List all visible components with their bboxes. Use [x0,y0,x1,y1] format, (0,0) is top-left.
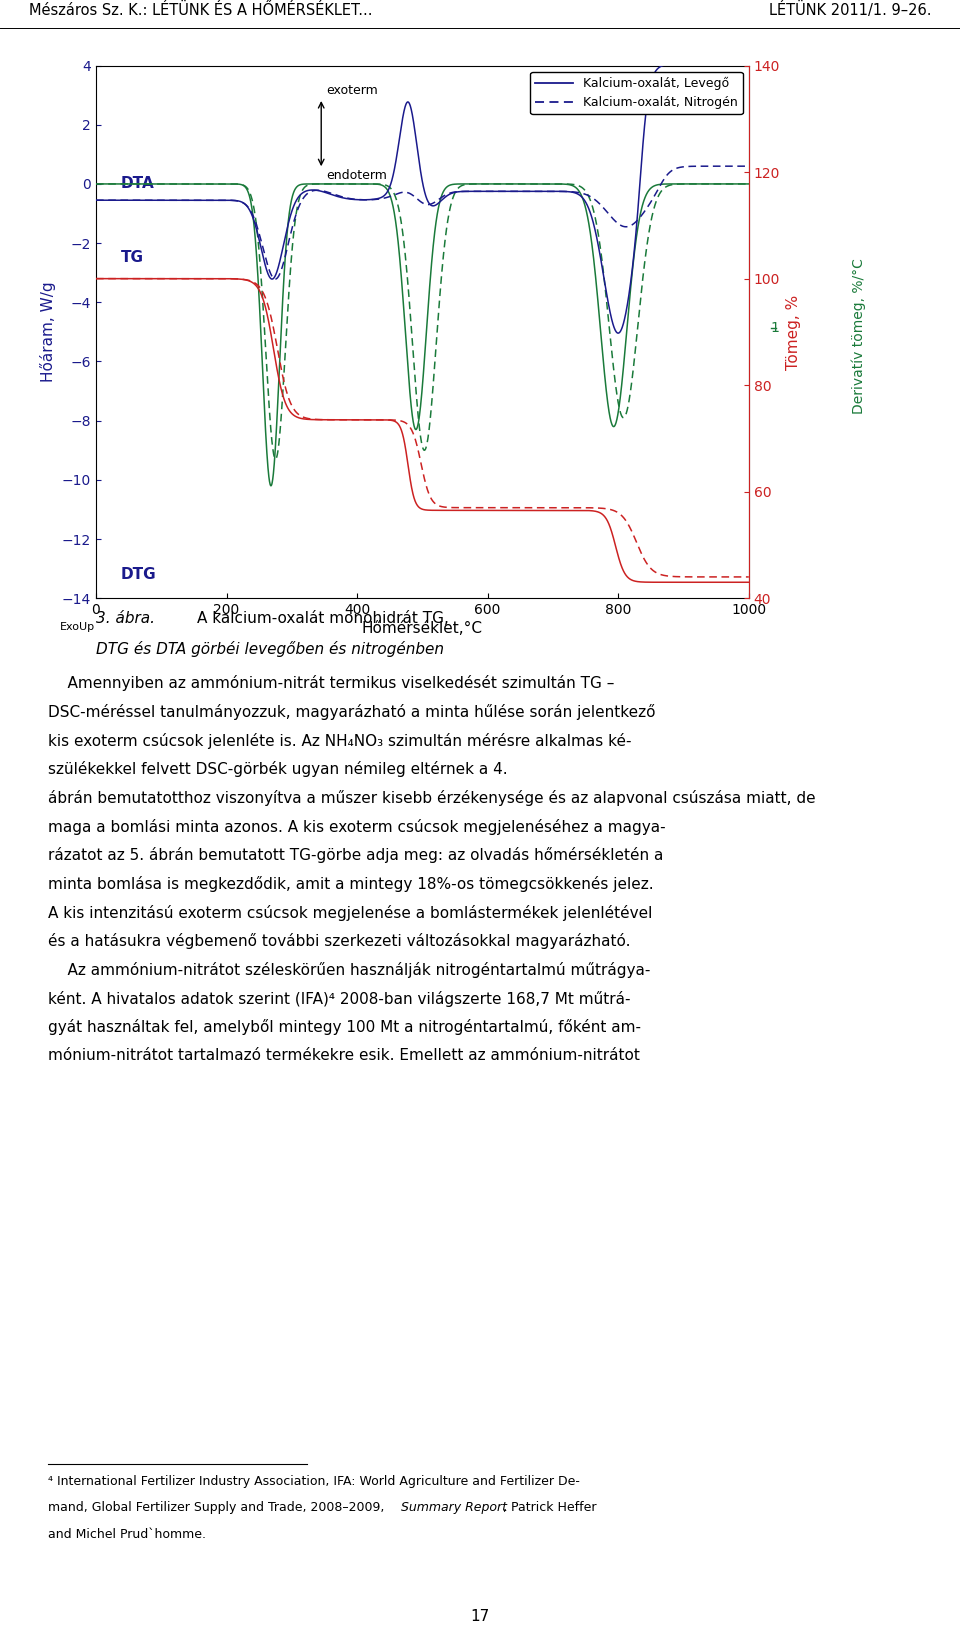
Y-axis label: Hőáram, W/g: Hőáram, W/g [40,282,57,382]
Text: Amennyiben az ammónium-nitrát termikus viselkedését szimultán TG –: Amennyiben az ammónium-nitrát termikus v… [48,675,614,692]
Text: DTG és DTA görbéi levegőben és nitrogénben: DTG és DTA görbéi levegőben és nitrogénb… [96,641,444,657]
Text: gyát használtak fel, amelyből mintegy 100 Mt a nitrogéntartalmú, főként am-: gyát használtak fel, amelyből mintegy 10… [48,1019,641,1036]
Text: , Patrick Heffer: , Patrick Heffer [503,1501,596,1514]
Y-axis label: Tömeg, %: Tömeg, % [785,295,801,369]
Text: maga a bomlási minta azonos. A kis exoterm csúcsok megjelenéséhez a magya-: maga a bomlási minta azonos. A kis exote… [48,820,665,834]
Text: minta bomlása is megkezdődik, amit a mintegy 18%-os tömegcsökkenés jelez.: minta bomlása is megkezdődik, amit a min… [48,875,654,892]
Text: DTA: DTA [121,177,155,192]
Text: ként. A hivatalos adatok szerint (IFA)⁴ 2008-ban világszerte 168,7 Mt műtrá-: ként. A hivatalos adatok szerint (IFA)⁴ … [48,990,631,1006]
Text: ábrán bemutatotthoz viszonyítva a műszer kisebb érzékenysége és az alapvonal csú: ábrán bemutatotthoz viszonyítva a műszer… [48,790,816,806]
Text: ⁴ International Fertilizer Industry Association, IFA: World Agriculture and Fert: ⁴ International Fertilizer Industry Asso… [48,1475,580,1488]
Text: A kis intenzitású exoterm csúcsok megjelenése a bomlástermékek jelenlétével: A kis intenzitású exoterm csúcsok megjel… [48,905,653,921]
Text: 3. ábra.: 3. ábra. [96,611,155,626]
X-axis label: Hőmérséklet,°C: Hőmérséklet,°C [362,621,483,636]
Text: mónium-nitrátot tartalmazó termékekre esik. Emellett az ammónium-nitrátot: mónium-nitrátot tartalmazó termékekre es… [48,1049,640,1064]
Text: and Michel Prud`homme.: and Michel Prud`homme. [48,1528,206,1541]
Text: kis exoterm csúcsok jelenléte is. Az NH₄NO₃ szimultán mérésre alkalmas ké-: kis exoterm csúcsok jelenléte is. Az NH₄… [48,733,632,749]
Text: TG: TG [121,251,144,266]
Text: LÉTÜNK 2011/1. 9–26.: LÉTÜNK 2011/1. 9–26. [769,3,931,18]
Text: rázatot az 5. ábrán bemutatott TG-görbe adja meg: az olvadás hőmérsékletén a: rázatot az 5. ábrán bemutatott TG-görbe … [48,847,663,864]
Text: 17: 17 [470,1609,490,1624]
Text: mand, Global Fertilizer Supply and Trade, 2008–2009,: mand, Global Fertilizer Supply and Trade… [48,1501,389,1514]
Text: ExoUp: ExoUp [60,621,95,633]
Text: A kalcium-oxalát monohidrát TG,: A kalcium-oxalát monohidrát TG, [197,611,448,626]
Text: 1: 1 [771,321,780,334]
Text: DSC-méréssel tanulmányozzuk, magyarázható a minta hűlése során jelentkező: DSC-méréssel tanulmányozzuk, magyarázhat… [48,705,656,720]
Text: szülékekkel felvett DSC-görbék ugyan némileg eltérnek a 4.: szülékekkel felvett DSC-görbék ugyan ném… [48,760,508,777]
Text: Summary Report: Summary Report [401,1501,507,1514]
Text: exoterm: exoterm [326,84,378,97]
Text: Derivatív tömeg, %/°C: Derivatív tömeg, %/°C [852,257,867,415]
Legend: Kalcium-oxalát, Levegő, Kalcium-oxalát, Nitrogén: Kalcium-oxalát, Levegő, Kalcium-oxalát, … [530,72,742,115]
Text: és a hatásukra végbemenő további szerkezeti változásokkal magyarázható.: és a hatásukra végbemenő további szerkez… [48,934,631,949]
Text: Az ammónium-nitrátot széleskörűen használják nitrogéntartalmú műtrágya-: Az ammónium-nitrátot széleskörűen haszná… [48,962,650,978]
Text: DTG: DTG [121,567,156,582]
Text: endoterm: endoterm [326,169,387,182]
Text: Mészáros Sz. K.: LÉTÜNK ÉS A HŐMÉRSÉKLET...: Mészáros Sz. K.: LÉTÜNK ÉS A HŐMÉRSÉKLET… [29,3,372,18]
